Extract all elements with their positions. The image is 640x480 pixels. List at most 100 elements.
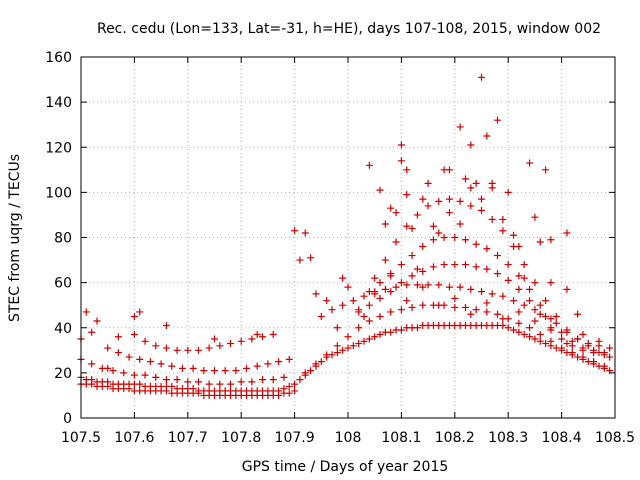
data-point xyxy=(579,353,587,361)
x-tick-label: 108.2 xyxy=(435,430,475,446)
data-point xyxy=(275,387,283,395)
data-point xyxy=(606,344,614,352)
data-point xyxy=(542,340,550,348)
data-point xyxy=(445,195,453,203)
data-point xyxy=(478,206,485,214)
data-point xyxy=(200,367,208,375)
data-point xyxy=(227,340,235,348)
data-point xyxy=(152,373,160,381)
data-point xyxy=(451,234,459,241)
data-point xyxy=(371,290,379,298)
data-point xyxy=(451,294,459,302)
data-point xyxy=(387,288,395,296)
y-tick-label: 100 xyxy=(45,185,72,201)
data-point xyxy=(429,222,437,230)
data-point xyxy=(435,197,443,205)
data-point xyxy=(536,310,544,318)
data-point xyxy=(237,378,245,386)
data-point xyxy=(317,312,325,320)
data-point xyxy=(542,166,550,174)
data-point xyxy=(285,382,293,390)
data-point xyxy=(499,321,507,329)
data-point xyxy=(349,297,357,305)
data-point xyxy=(307,367,315,375)
data-point xyxy=(504,276,512,284)
data-point xyxy=(216,380,224,388)
data-point xyxy=(494,310,502,318)
data-point xyxy=(387,204,395,212)
data-point xyxy=(600,349,608,357)
data-point xyxy=(194,346,202,354)
data-point xyxy=(211,335,218,343)
data-point xyxy=(456,123,464,131)
data-point xyxy=(520,261,528,269)
data-point xyxy=(360,292,368,300)
data-point xyxy=(328,306,336,314)
data-point xyxy=(397,326,405,334)
data-point xyxy=(590,346,598,354)
y-tick-label: 160 xyxy=(45,50,72,66)
data-point xyxy=(237,337,245,345)
data-point xyxy=(381,256,389,264)
data-point xyxy=(595,337,603,345)
data-point xyxy=(536,337,544,345)
data-point xyxy=(130,312,138,320)
data-point xyxy=(162,344,170,352)
data-point xyxy=(88,376,96,384)
data-point xyxy=(301,229,309,237)
data-point xyxy=(472,240,480,248)
data-point xyxy=(397,141,405,149)
data-points xyxy=(77,73,614,399)
data-point xyxy=(451,261,459,269)
data-point xyxy=(499,215,507,223)
x-axis-label: GPS time / Days of year 2015 xyxy=(242,459,449,475)
data-point xyxy=(445,283,453,291)
data-point xyxy=(504,188,512,196)
data-point xyxy=(440,234,448,241)
data-point xyxy=(333,342,341,350)
data-point xyxy=(456,283,464,291)
data-point xyxy=(280,373,288,381)
data-point xyxy=(515,319,523,327)
data-point xyxy=(189,364,197,372)
data-point xyxy=(376,294,384,302)
x-tick-label: 108.3 xyxy=(488,430,528,446)
data-point xyxy=(323,297,331,305)
data-point xyxy=(531,213,539,221)
data-point xyxy=(515,328,523,336)
y-tick-label: 20 xyxy=(54,366,72,382)
data-point xyxy=(173,346,181,354)
data-point xyxy=(376,186,384,194)
plot-frame xyxy=(80,56,616,419)
data-point xyxy=(269,331,277,339)
data-point xyxy=(205,344,213,352)
data-point xyxy=(371,274,379,282)
data-point xyxy=(146,358,154,366)
data-point xyxy=(478,73,485,81)
data-point xyxy=(371,333,379,341)
data-point xyxy=(344,283,352,291)
data-point xyxy=(216,342,224,350)
data-point xyxy=(323,351,331,359)
x-tick-label: 108.1 xyxy=(381,430,421,446)
data-point xyxy=(413,265,421,273)
data-point xyxy=(526,159,534,167)
data-point xyxy=(536,238,544,246)
data-point xyxy=(547,315,555,323)
data-point xyxy=(552,312,560,320)
x-axis-ticks: 107.5 107.6 107.7 107.8 107.9 108 108.1 108.2 10… xyxy=(61,57,635,446)
data-point xyxy=(387,272,395,280)
data-point xyxy=(483,132,491,140)
data-point xyxy=(253,331,261,339)
data-point xyxy=(205,380,213,388)
data-point xyxy=(221,367,229,375)
data-point xyxy=(456,197,464,205)
data-point xyxy=(365,335,373,343)
data-point xyxy=(531,279,539,287)
x-tick-label: 108.5 xyxy=(595,430,635,446)
data-point xyxy=(291,387,299,395)
data-point xyxy=(232,367,240,375)
data-point xyxy=(349,342,357,350)
data-point xyxy=(472,179,480,187)
data-point xyxy=(333,324,341,332)
